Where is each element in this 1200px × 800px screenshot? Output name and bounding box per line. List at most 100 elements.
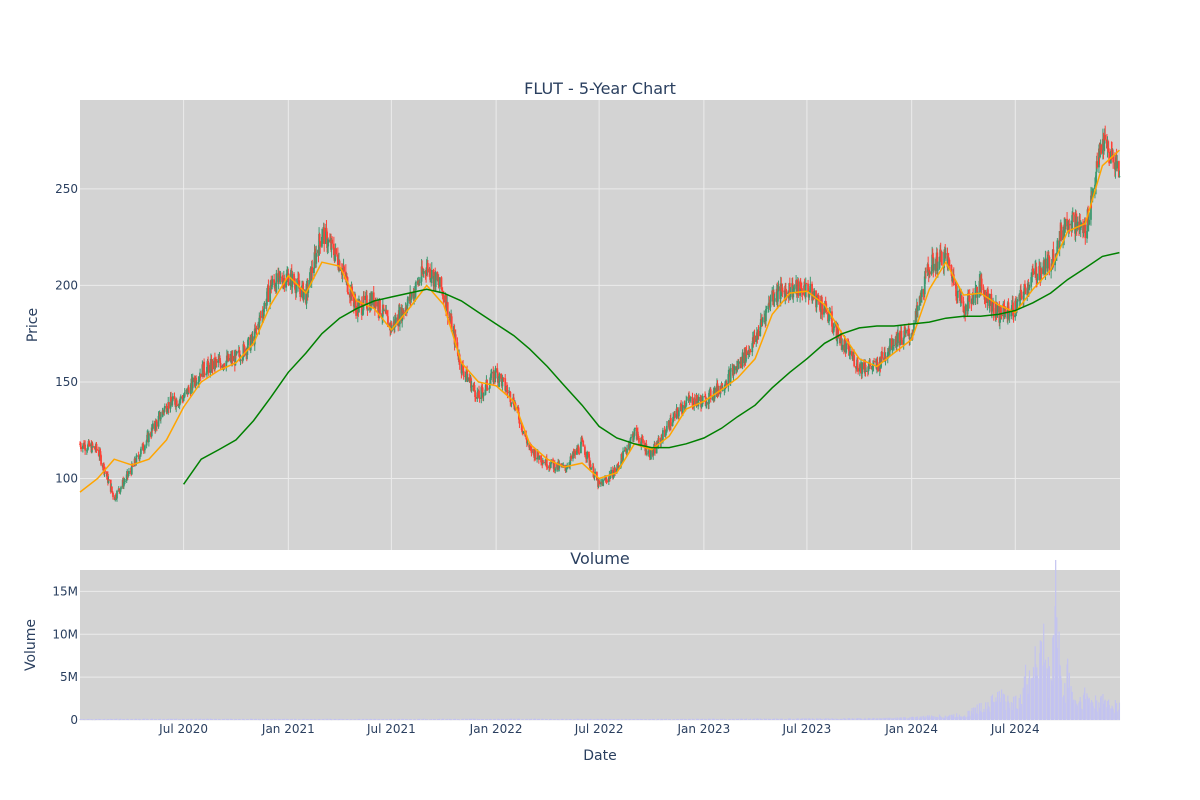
candle-body: [336, 254, 339, 266]
volume-bar: [255, 719, 258, 720]
candle-body: [330, 239, 333, 250]
volume-bar: [1032, 667, 1035, 720]
candle-body: [974, 287, 977, 298]
candle-body: [530, 447, 533, 453]
candle-body: [142, 443, 145, 451]
candle-body: [520, 422, 523, 431]
candle-body: [660, 437, 663, 439]
candle-body: [582, 440, 585, 447]
volume-bar: [307, 719, 309, 720]
volume-bar: [367, 719, 369, 720]
candle-body: [932, 257, 935, 270]
volume-bar: [679, 718, 682, 720]
volume-bar: [610, 718, 612, 720]
candle-body: [326, 246, 329, 248]
volume-bar: [526, 719, 529, 720]
candle-body: [139, 454, 142, 457]
candle-body: [919, 292, 922, 303]
candle-body: [314, 252, 316, 254]
candle-body: [261, 311, 264, 318]
candle-body: [1038, 266, 1041, 277]
candle-body: [178, 404, 180, 406]
volume-bar: [753, 718, 756, 720]
candle-body: [903, 330, 906, 339]
volume-bar: [1092, 706, 1094, 720]
volume-bar: [327, 718, 329, 720]
candle-body: [657, 438, 660, 447]
volume-bar: [967, 710, 969, 720]
candle-body: [541, 461, 544, 465]
candle-body: [1002, 303, 1005, 317]
candle-body: [171, 396, 174, 401]
candle-body: [470, 385, 473, 391]
volume-bar: [138, 718, 140, 720]
candle-body: [923, 294, 926, 296]
candle-body: [231, 355, 234, 362]
volume-bar: [277, 718, 279, 720]
volume-bar: [476, 718, 478, 720]
candle-body: [138, 456, 141, 460]
volume-bar: [586, 718, 588, 720]
volume-bar: [598, 719, 600, 720]
candle-body: [669, 418, 672, 427]
candle-body: [1016, 299, 1019, 302]
candle-body: [383, 309, 385, 311]
volume-bar: [905, 718, 907, 720]
candle-body: [593, 473, 596, 478]
candle-body: [239, 359, 242, 361]
candle-body: [484, 382, 487, 390]
candle-body: [266, 288, 269, 299]
candle-body: [1027, 283, 1030, 291]
volume-bar: [937, 717, 939, 720]
candle-body: [109, 479, 112, 492]
candle-body: [136, 455, 138, 457]
x-tick: Jul 2023: [781, 722, 831, 736]
candle-body: [889, 338, 891, 352]
candle-body: [866, 370, 869, 372]
candle-body: [672, 415, 675, 417]
x-tick: Jul 2024: [990, 722, 1040, 736]
volume-bar: [180, 719, 182, 720]
candle-body: [386, 314, 389, 317]
candle-body: [584, 454, 587, 456]
candle-body: [1090, 195, 1092, 220]
volume-bar: [393, 718, 395, 720]
candle-body: [387, 316, 389, 327]
x-tick: Jul 2021: [366, 722, 416, 736]
candle-body: [967, 293, 969, 312]
candle-body: [298, 281, 301, 288]
candle-body: [332, 243, 335, 256]
candle-body: [155, 421, 158, 423]
candle-body: [914, 311, 917, 324]
candle-body: [1092, 189, 1095, 196]
candle-body: [126, 471, 129, 477]
volume-bar: [957, 716, 959, 720]
candle-body: [971, 298, 973, 304]
volume-bar: [993, 701, 995, 720]
volume-bar: [191, 719, 193, 720]
candle-body: [112, 492, 114, 497]
volume-bar: [258, 718, 260, 720]
candle-body: [923, 276, 926, 295]
candle-body: [581, 439, 583, 441]
candle-body: [811, 283, 813, 301]
candle-body: [688, 396, 690, 399]
candle-body: [353, 302, 356, 307]
candle-body: [843, 341, 846, 351]
volume-bar: [965, 717, 967, 720]
candle-body: [441, 288, 443, 291]
candle-body: [253, 328, 256, 345]
candle-body: [80, 446, 83, 449]
volume-bar: [741, 718, 744, 720]
candle-body: [594, 471, 597, 474]
candle-body: [931, 254, 934, 271]
volume-bar: [208, 719, 210, 720]
volume-bar: [857, 718, 859, 720]
candle-body: [297, 277, 300, 282]
candle-body: [364, 295, 367, 300]
volume-bar: [718, 719, 720, 721]
candle-body: [354, 298, 357, 306]
candle-body: [662, 430, 664, 442]
volume-bar: [391, 719, 393, 720]
candle-body: [569, 460, 572, 466]
